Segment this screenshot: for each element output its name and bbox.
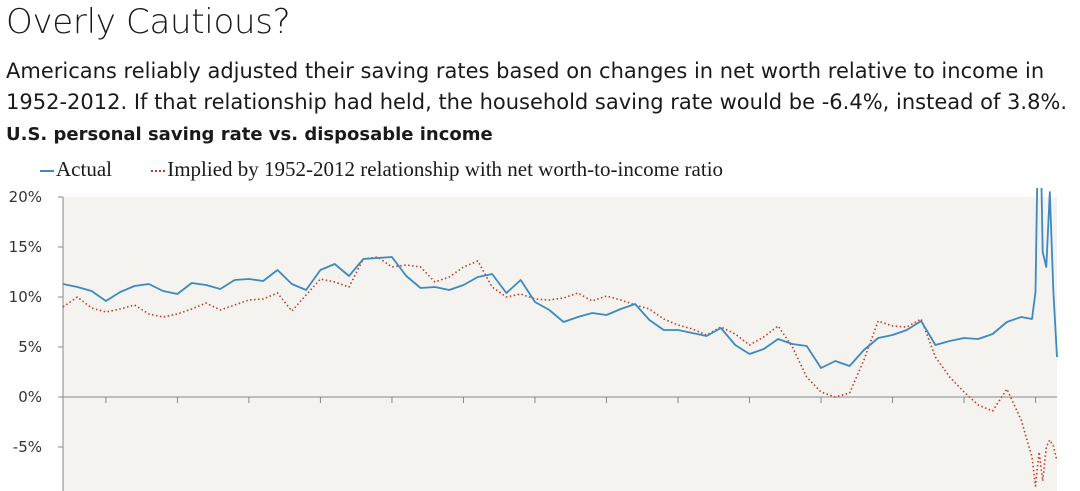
chart-legend: Actual Implied by 1952-2012 relationship… [40,156,757,182]
legend-swatch-actual [40,170,54,173]
page-title: Overly Cautious? [6,2,291,42]
series-line-actual [62,188,1058,369]
legend-label-implied: Implied by 1952-2012 relationship with n… [167,157,724,181]
legend-item-actual: Actual [40,156,112,182]
y-tick-label: -5% [13,438,42,456]
y-tick-label: 10% [9,288,42,306]
plot-background [63,197,1057,491]
legend-label-actual: Actual [56,157,112,181]
page-subtitle: Americans reliably adjusted their saving… [6,59,1068,114]
legend-swatch-implied [151,170,166,173]
saving-rate-chart: 20% 15% 10% 5% 0% -5% [9,188,1058,491]
y-axis: 20% 15% 10% 5% 0% -5% [9,188,64,491]
y-tick-label: 15% [9,238,42,256]
y-tick-label: 0% [18,388,42,406]
legend-item-implied: Implied by 1952-2012 relationship with n… [151,156,723,182]
chart-title: U.S. personal saving rate vs. disposable… [6,124,493,145]
y-tick-label: 20% [9,188,42,206]
x-axis-zero-line [63,396,1057,403]
series-layer [62,188,1058,487]
y-tick-label: 5% [18,338,42,356]
